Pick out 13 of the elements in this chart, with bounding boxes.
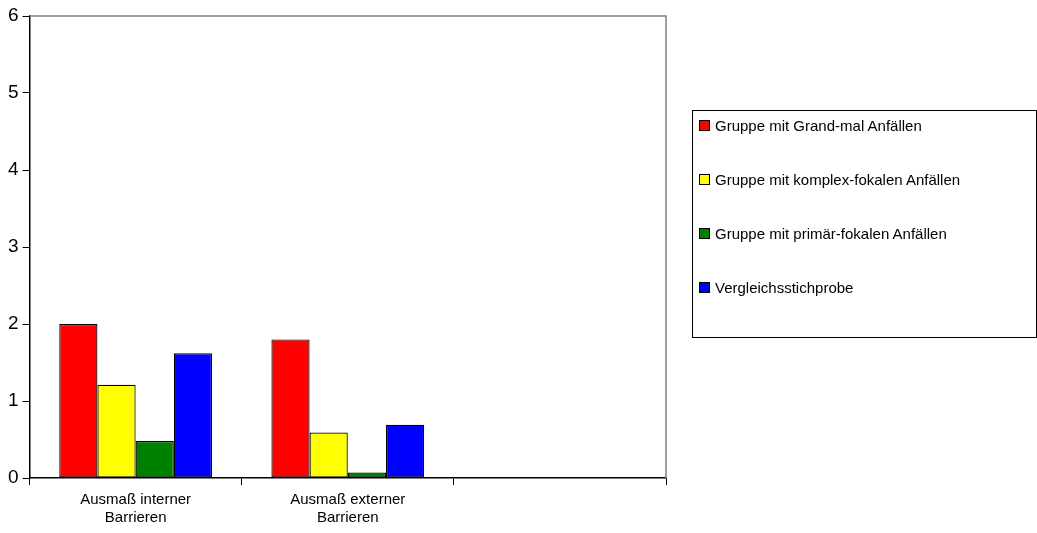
- legend-label: Gruppe mit primär-fokalen Anfällen: [715, 225, 947, 242]
- x-tick-label: Ausmaß externer Barrieren: [290, 490, 406, 526]
- legend-label: Gruppe mit komplex-fokalen Anfällen: [715, 171, 961, 188]
- y-tick-label: 3: [7, 235, 19, 257]
- legend-label: Gruppe mit Grand-mal Anfällen: [715, 117, 922, 134]
- y-tick-label: 2: [7, 312, 19, 334]
- y-tick-label: 0: [7, 466, 19, 488]
- y-tick-label: 4: [7, 158, 19, 180]
- x-tick-label: Ausmaß interner Barrieren: [80, 490, 192, 526]
- y-tick-label: 6: [7, 4, 19, 26]
- legend-label: Vergleichsstichprobe: [715, 279, 854, 296]
- y-tick-label: 1: [7, 389, 19, 411]
- y-tick-label: 5: [7, 81, 19, 103]
